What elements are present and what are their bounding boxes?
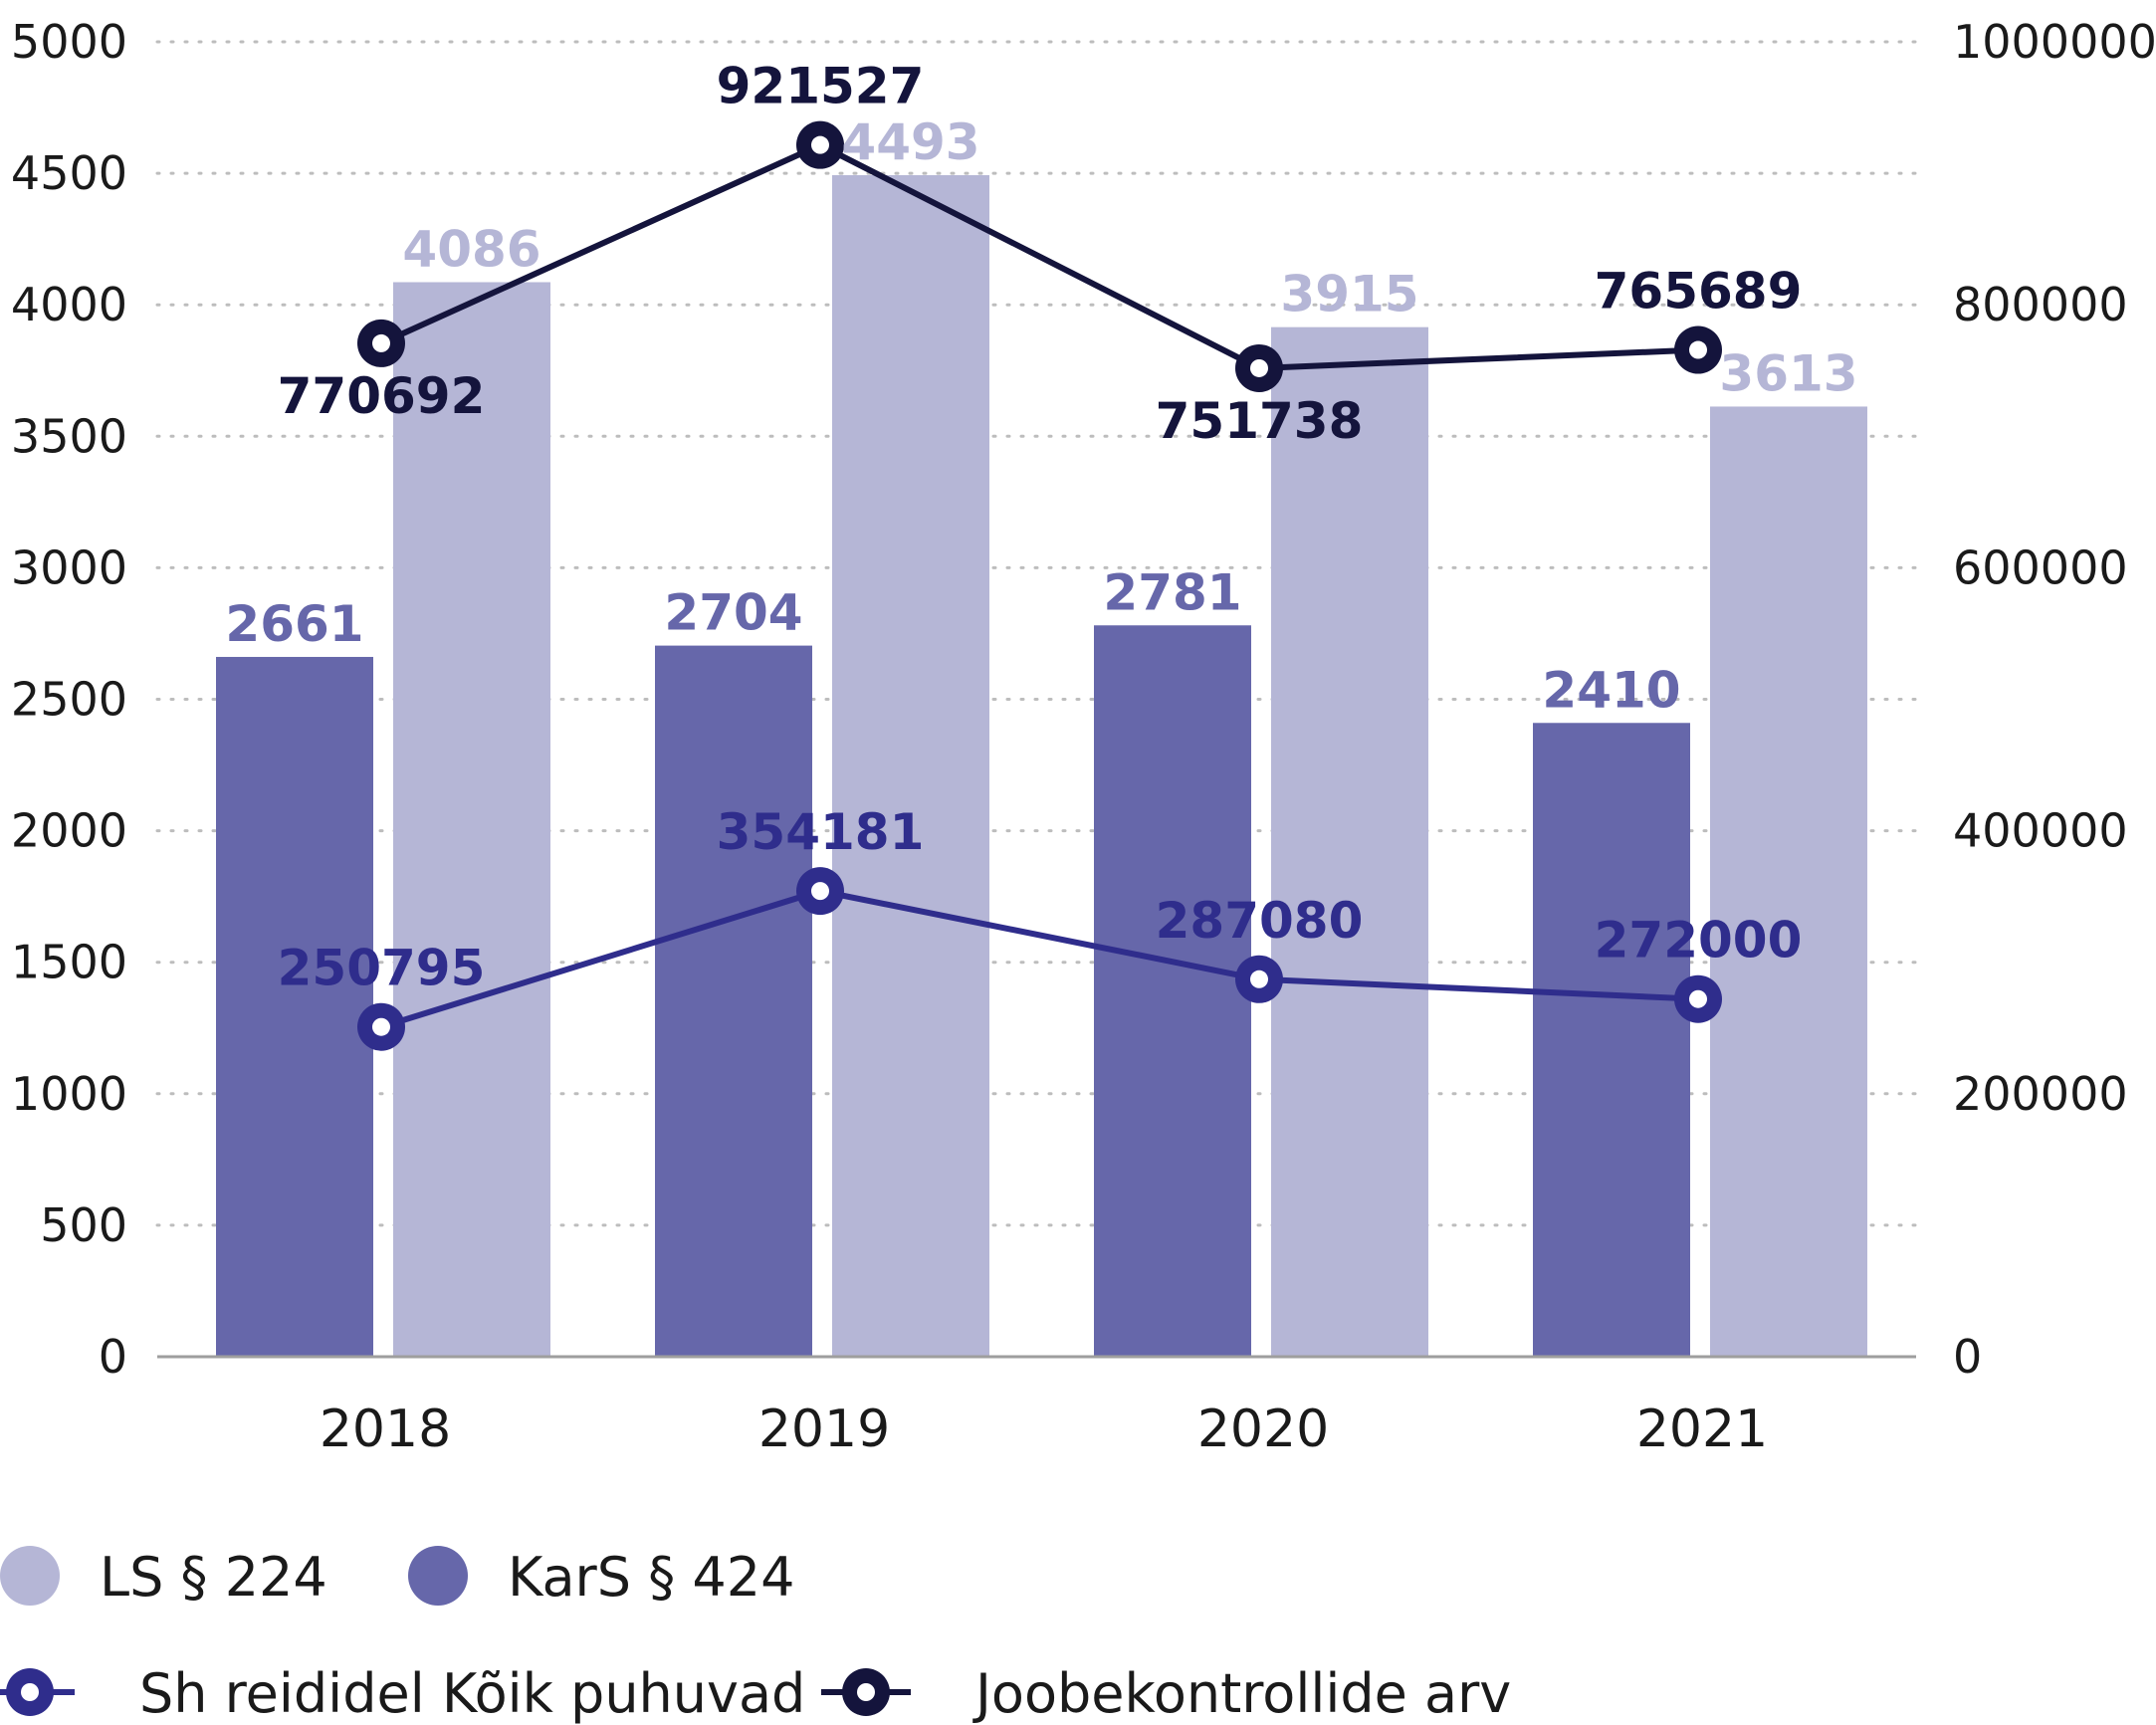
y-left-tick-label: 5000 [11,15,127,69]
series-line [379,141,1699,371]
bar-value-label: 2704 [664,584,802,642]
y-left-tick-label: 1000 [11,1067,127,1121]
line-value-label: 770692 [278,367,486,425]
legend-label: Sh reididel Kõik puhuvad [139,1662,805,1725]
y-right-tick-label: 1000000 [1953,15,2156,69]
y-right-tick-label: 600000 [1953,540,2128,594]
series-line [380,888,1699,1030]
line-marker-center [372,333,390,352]
bar [1271,326,1428,1358]
line-value-label: 272000 [1595,912,1803,970]
line-value-label: 250795 [278,940,486,997]
legend-label: Joobekontrollide arv [972,1662,1511,1725]
legend-marker-center [857,1683,875,1701]
y-left-tick-label: 500 [40,1198,127,1252]
line-value-label: 354181 [717,803,925,861]
bar [655,645,812,1357]
line-marker-center [372,1017,390,1036]
legend-label: KarS § 424 [508,1546,794,1609]
line-marker-center [811,135,829,154]
x-tick-label: 2018 [320,1400,451,1459]
bar [1710,406,1867,1357]
y-left-tick-label: 2500 [11,673,127,727]
line-marker-center [1689,989,1707,1008]
bars [216,174,1867,1358]
y-left-tick-label: 4500 [11,146,127,200]
axes: 0 500 1000 1500 2000 2500 3000 3500 4000 4500 5000… [11,15,2156,1459]
x-tick-label: 2020 [1197,1400,1329,1459]
bar-value-label: 4086 [402,220,540,278]
x-tick-label: 2019 [758,1400,890,1459]
bar [1533,723,1690,1357]
bar [216,656,373,1357]
line-value-label: 287080 [1156,892,1364,950]
bar-value-label: 2410 [1542,661,1680,719]
x-tick-label: 2021 [1636,1400,1768,1459]
lines [357,120,1722,1051]
y-right-tick-label: 800000 [1953,278,2128,331]
line-marker-center [1250,358,1268,377]
y-left-tick-label: 4000 [11,278,127,331]
bar-value-label: 3915 [1280,266,1418,323]
bar-value-label: 3613 [1719,344,1857,402]
y-left-tick-label: 2000 [11,804,127,858]
bar-value-label: 4493 [841,113,979,171]
bar [393,282,550,1358]
y-right-tick-label: 200000 [1953,1067,2128,1121]
legend-label: LS § 224 [100,1546,327,1609]
bar [1094,625,1251,1357]
legend: LS § 224 KarS § 424 Sh reididel Kõik puhuv… [0,1546,1511,1725]
y-left-tick-label: 0 [99,1330,127,1384]
legend-marker-center [21,1683,39,1701]
bar-value-label: 2661 [225,595,363,653]
line-marker-center [811,882,829,901]
line-value-label: 765689 [1595,263,1803,321]
y-right-tick-label: 400000 [1953,804,2128,858]
line-value-label: 921527 [717,58,925,115]
line-value-label: 751738 [1156,392,1364,450]
legend-swatch-icon [0,1546,60,1606]
legend-swatch-icon [408,1546,468,1606]
line-marker-center [1689,340,1707,359]
y-right-tick-label: 0 [1953,1330,1982,1384]
y-left-tick-label: 1500 [11,936,127,989]
line-marker-center [1250,970,1268,988]
data-labels: 2661 2704 2781 2410 4086 4493 3915 3613 250795 35… [225,58,1857,997]
y-left-tick-label: 3000 [11,540,127,594]
bar [832,174,989,1357]
y-left-tick-label: 3500 [11,409,127,463]
bar-value-label: 2781 [1103,563,1241,621]
